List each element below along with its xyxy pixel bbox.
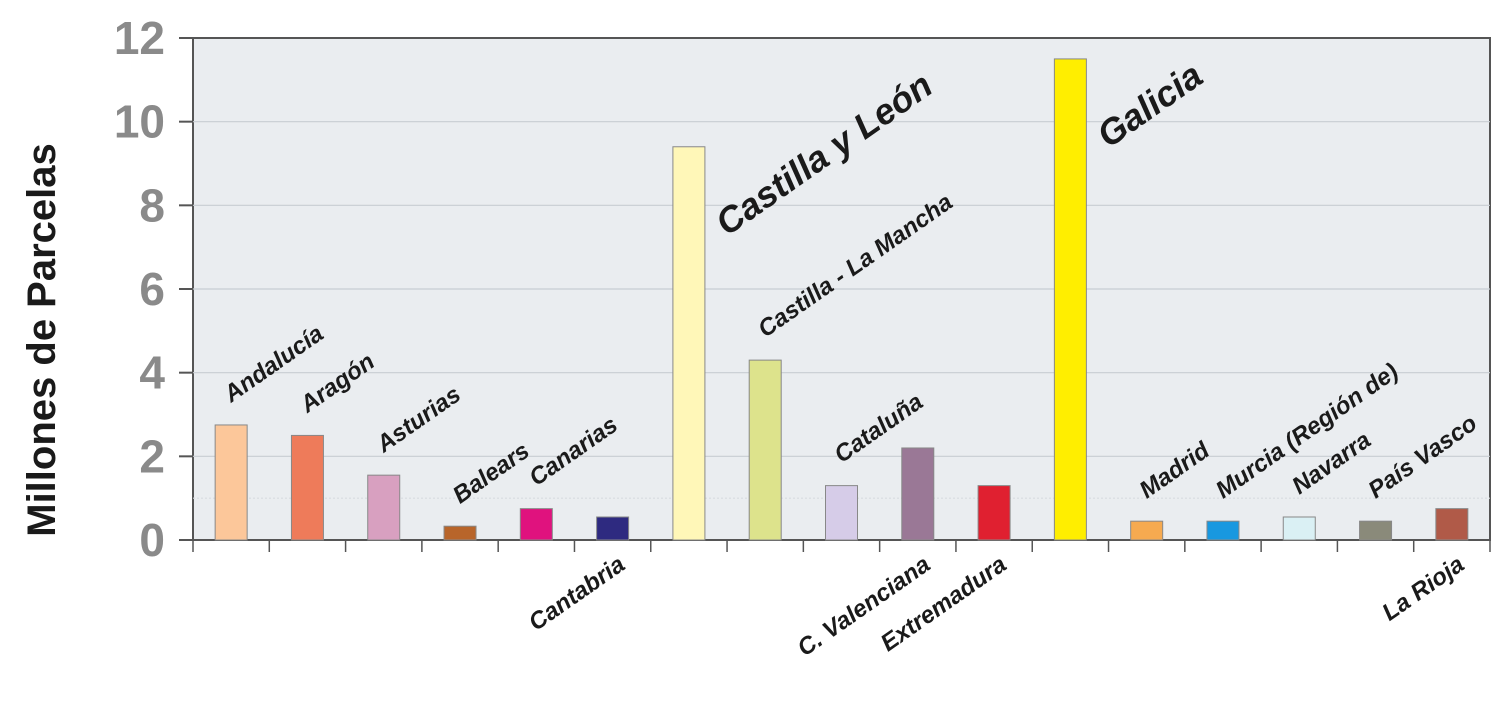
y-axis-title: Millones de Parcelas [20,143,64,537]
bar-2 [367,474,401,541]
y-tick-label-6: 6 [139,263,165,315]
y-axis-ticks: 0 2 4 6 8 10 12 [114,12,193,566]
x-axis-ticks [192,540,1491,552]
bar-9 [901,447,935,541]
bar-3 [443,525,477,541]
category-label-16: La Rioja [1377,551,1469,627]
bars [214,58,1469,541]
bar-14 [1282,516,1316,541]
y-tick-label-0: 0 [139,514,165,566]
bar-5 [596,516,630,541]
category-label-5: Cantabria [524,551,630,637]
category-label-9: C. Valenciana [793,551,936,662]
bar-6 [672,146,706,541]
y-tick-label-2: 2 [139,430,165,482]
y-tick-label-12: 12 [114,12,165,64]
bar-10 [977,485,1011,541]
bar-12 [1130,520,1164,541]
bar-0 [214,424,248,541]
bar-16 [1435,508,1469,541]
bar-11 [1053,58,1087,541]
bar-1 [290,434,324,541]
bar-13 [1206,520,1240,541]
bar-4 [519,508,553,541]
y-tick-label-8: 8 [139,179,165,231]
bar-8 [825,485,858,541]
bar-15 [1359,520,1393,541]
y-tick-label-10: 10 [114,96,165,148]
bar-7 [748,359,782,541]
y-tick-label-4: 4 [139,347,165,399]
